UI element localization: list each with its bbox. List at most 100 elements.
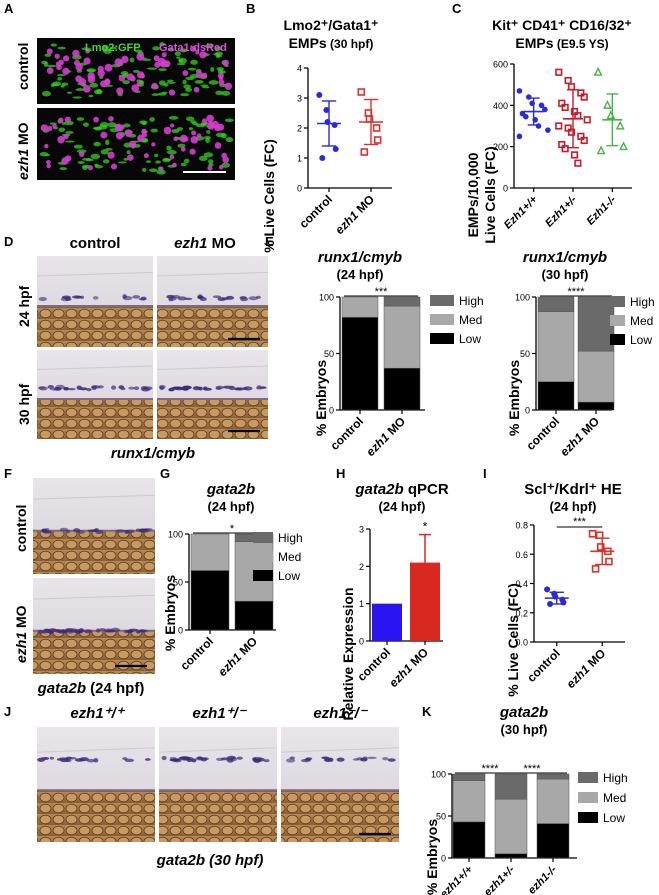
gfp-cell bbox=[198, 155, 208, 162]
gfp-cell bbox=[208, 80, 219, 85]
stain-spot bbox=[83, 629, 93, 634]
notochord-edge bbox=[156, 365, 269, 371]
c-title-line2: EMPs (E9.5 YS) bbox=[515, 35, 608, 51]
y-tick-label: 1 bbox=[359, 599, 364, 609]
dsred-cell bbox=[97, 69, 105, 77]
dsred-cell bbox=[100, 131, 108, 139]
data-point bbox=[373, 136, 382, 144]
legend-label-med: Med bbox=[603, 791, 626, 805]
dsred-cell bbox=[104, 63, 113, 72]
g-sub: (24 hpf) bbox=[208, 499, 255, 514]
embryo-image bbox=[36, 256, 154, 347]
data-point bbox=[591, 565, 600, 573]
gfp-cell bbox=[187, 67, 197, 71]
f-images bbox=[32, 478, 156, 674]
dsred-cell bbox=[128, 140, 137, 149]
stain-spot bbox=[126, 529, 135, 534]
h-sub: (24 hpf) bbox=[379, 499, 426, 514]
panel-letter: D bbox=[4, 234, 13, 249]
y-tick-label: 50 bbox=[520, 349, 530, 359]
dsred-cell bbox=[136, 71, 145, 79]
stain-spot bbox=[41, 630, 49, 634]
stain-spot bbox=[95, 530, 104, 535]
bar-segment-med bbox=[452, 780, 486, 823]
legend-swatch-low bbox=[430, 333, 454, 344]
yolk-cells bbox=[37, 790, 155, 842]
gfp-cell bbox=[82, 122, 90, 127]
stain-spot bbox=[111, 385, 117, 390]
gfp-cell bbox=[61, 122, 66, 125]
stain-spot bbox=[67, 387, 76, 391]
gfp-cell bbox=[47, 64, 57, 68]
bar-segment-med bbox=[536, 778, 570, 824]
y-tick-label: 0 bbox=[329, 406, 334, 416]
stain-spot bbox=[158, 384, 166, 390]
x-tick-label: control bbox=[523, 414, 562, 453]
bar-segment-low bbox=[537, 381, 575, 411]
data-point bbox=[516, 133, 523, 140]
gfp-cell bbox=[85, 158, 94, 162]
gfp-cell bbox=[123, 123, 131, 128]
gfp-cell bbox=[176, 56, 181, 59]
dsred-cell bbox=[154, 61, 161, 68]
stain-spot bbox=[185, 756, 194, 761]
gfp-cell bbox=[86, 69, 95, 72]
gfp-cell bbox=[57, 46, 66, 50]
gfp-cell bbox=[221, 132, 227, 139]
gfp-cell bbox=[88, 94, 94, 98]
stain-spot bbox=[212, 295, 222, 298]
stain-spot bbox=[47, 628, 58, 632]
data-point bbox=[596, 145, 606, 155]
stain-spot bbox=[115, 529, 125, 533]
stain-spot bbox=[217, 297, 226, 302]
stain-spot bbox=[140, 528, 150, 533]
d-images bbox=[36, 256, 269, 439]
e-sub-right: (30 hpf) bbox=[542, 267, 589, 282]
gfp-cell bbox=[204, 44, 214, 48]
gfp-cell bbox=[221, 90, 231, 96]
yolk-cells bbox=[37, 398, 153, 439]
gfp-cell bbox=[190, 59, 198, 65]
stain-spot bbox=[73, 528, 81, 533]
dsred-cell bbox=[217, 123, 225, 131]
bar-segment-low bbox=[190, 570, 230, 631]
dsred-cell bbox=[93, 116, 99, 123]
stain-spot bbox=[41, 756, 47, 760]
stain-spot bbox=[255, 386, 263, 390]
dsred-cell bbox=[46, 163, 51, 169]
embryo-image bbox=[156, 256, 269, 347]
stain-spot bbox=[144, 758, 151, 761]
data-point bbox=[603, 99, 612, 109]
panel-d: D control ezh1 MO 24 hpf 30 hpf runx1/cm… bbox=[4, 234, 269, 462]
y-tick-label: 4 bbox=[297, 64, 302, 74]
stain-spot bbox=[80, 295, 85, 299]
legend-label-high: High bbox=[278, 531, 303, 545]
notochord-edge bbox=[32, 594, 156, 600]
gfp-cell bbox=[185, 87, 193, 92]
gfp-cell bbox=[202, 86, 210, 89]
y-tick-label: 2 bbox=[359, 562, 364, 572]
gfp-cell bbox=[180, 93, 190, 97]
y-tick-label: 50 bbox=[436, 812, 446, 822]
stain-spot bbox=[169, 387, 174, 392]
gfp-cell bbox=[208, 159, 214, 164]
stain-spot bbox=[59, 527, 69, 532]
stain-spot bbox=[143, 386, 153, 390]
bar-segment-low bbox=[536, 823, 570, 859]
stain-spot bbox=[138, 629, 146, 633]
dsred-cell bbox=[116, 87, 124, 95]
panel-k: K gata2b (30 hpf) 0 50 100 ezh1+/+ ezh1+/- ez… bbox=[422, 704, 628, 895]
bar-segment-high bbox=[383, 296, 421, 307]
gfp-cell bbox=[157, 92, 167, 96]
data-point bbox=[332, 146, 339, 152]
dsred-cell bbox=[107, 151, 115, 159]
gfp-cell bbox=[163, 83, 169, 87]
stain-spot bbox=[255, 295, 261, 299]
panel-f: F control ezh1 MO gata2b (24 hpf) bbox=[4, 466, 156, 697]
panel-b: B Lmo2⁺/Gata1⁺ EMPs (30 hpf) 0 1 2 3 4 contro… bbox=[246, 1, 392, 253]
yolk-cells bbox=[157, 398, 268, 439]
panel-j: J ezh1⁺/⁺ ezh1⁺/⁻ ezh1⁻/⁻ gata2b (30 hpf… bbox=[4, 704, 400, 869]
e-sub-left: (24 hpf) bbox=[337, 267, 384, 282]
notochord-edge bbox=[32, 494, 156, 500]
